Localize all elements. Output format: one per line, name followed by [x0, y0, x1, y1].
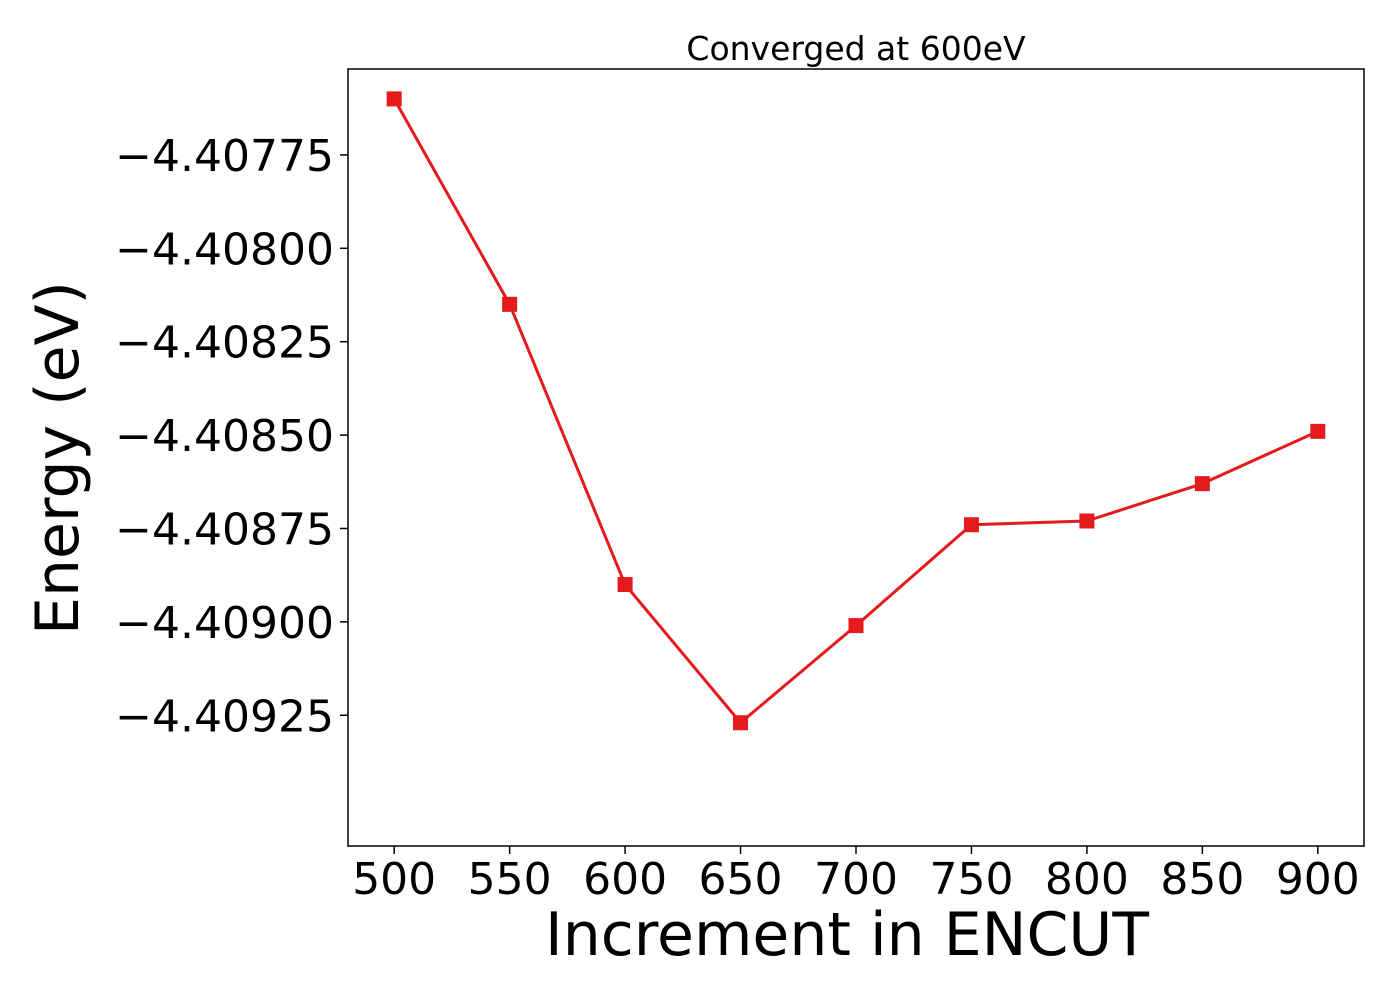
y-tick-label: −4.40850 — [115, 411, 334, 462]
data-point-marker — [963, 517, 979, 533]
x-tick-label: 600 — [583, 854, 667, 905]
y-tick-label: −4.40800 — [115, 224, 334, 275]
y-tick-label: −4.40825 — [115, 318, 334, 369]
x-tick-label: 550 — [468, 854, 552, 905]
x-axis-label: Increment in ENCUT — [545, 900, 1149, 970]
series-layer — [386, 91, 1326, 731]
data-point-marker — [386, 91, 402, 107]
x-tick-label: 900 — [1276, 854, 1360, 905]
data-point-marker — [1079, 513, 1095, 529]
x-axis-ticks: 500 550 600 650 700 750 800 850 900 — [352, 846, 1360, 905]
x-tick-label: 650 — [699, 854, 783, 905]
y-tick-label: −4.40925 — [115, 691, 334, 742]
x-tick-label: 700 — [814, 854, 898, 905]
y-axis-label: Energy (eV) — [23, 281, 93, 635]
x-tick-label: 500 — [352, 854, 436, 905]
x-tick-label: 850 — [1160, 854, 1244, 905]
data-point-marker — [1310, 423, 1326, 439]
y-tick-label: −4.40900 — [115, 598, 334, 649]
plot-area-frame — [347, 68, 1365, 847]
data-point-marker — [733, 715, 749, 731]
data-point-marker — [617, 577, 633, 593]
chart-title: Converged at 600eV — [686, 29, 1026, 68]
x-tick-label: 800 — [1045, 854, 1129, 905]
y-tick-label: −4.40875 — [115, 504, 334, 555]
y-tick-label: −4.40775 — [115, 131, 334, 182]
x-tick-label: 750 — [929, 854, 1013, 905]
data-point-marker — [1194, 476, 1210, 492]
data-point-marker — [502, 296, 518, 312]
data-point-marker — [848, 618, 864, 634]
y-axis-ticks: −4.40775 −4.40800 −4.40825 −4.40850 −4.40875… — [115, 131, 348, 742]
